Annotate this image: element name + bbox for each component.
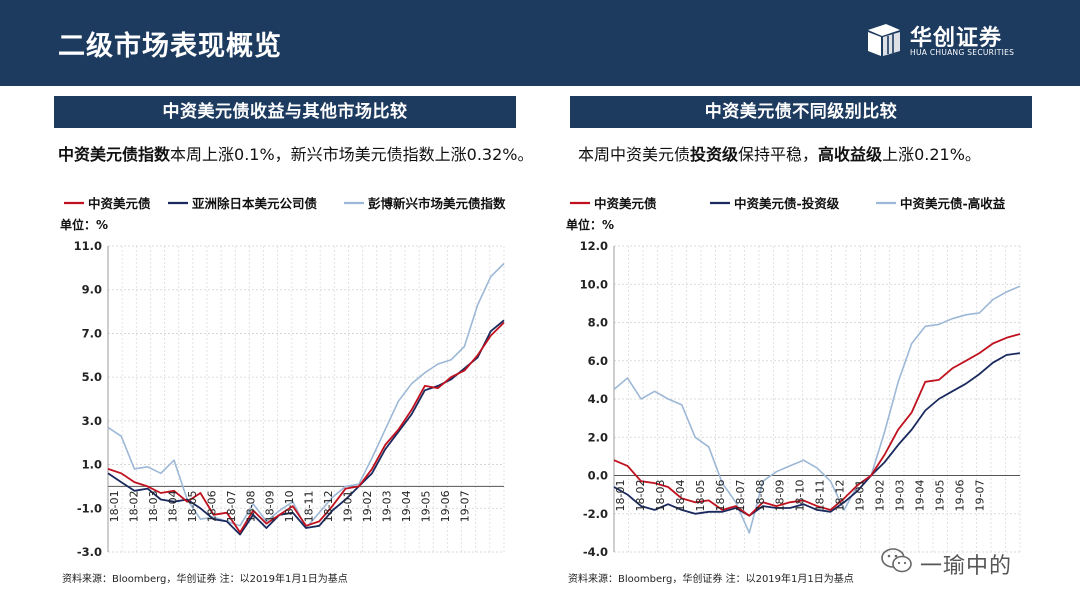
series-line-2 xyxy=(613,352,1021,517)
y-tick-label: 1.0 xyxy=(82,458,102,472)
y-tick-label: 0.0 xyxy=(588,469,608,483)
legend-label: 中资美元债 xyxy=(88,196,151,211)
x-tick-label: 19-02 xyxy=(874,480,887,512)
right-description: 本周中资美元债投资级保持平稳，高收益级上涨0.21%。 xyxy=(578,141,981,165)
x-tick-label: 18-02 xyxy=(634,480,647,512)
series-line-2 xyxy=(107,319,505,536)
right-desc-a: 本周中资美元债 xyxy=(578,145,691,164)
legend-item-2: 亚洲除日本美元公司债 xyxy=(168,196,318,211)
left-panel-title: 中资美元债收益与其他市场比较 xyxy=(54,96,516,128)
x-tick-label: 18-08 xyxy=(244,490,257,522)
y-tick-label: 11.0 xyxy=(74,239,102,253)
x-tick-label: 18-05 xyxy=(186,490,199,522)
x-tick-label: 19-01 xyxy=(854,480,867,512)
logo-name-cn: 华创证券 xyxy=(910,26,1003,51)
x-tick-label: 19-01 xyxy=(342,490,355,522)
unit-label: 单位：% xyxy=(566,217,614,232)
x-tick-label: 18-03 xyxy=(654,479,667,511)
series-line-1 xyxy=(107,321,505,534)
x-tick-label: 18-02 xyxy=(128,490,141,522)
right-desc-e: 上涨0.21%。 xyxy=(882,145,981,164)
legend-item-3: 中资美元债-高收益 xyxy=(876,196,1006,211)
y-tick-label: 4.0 xyxy=(588,392,608,406)
y-tick-label: -4.0 xyxy=(583,545,608,559)
x-tick-label: 19-02 xyxy=(361,490,374,522)
x-tick-label: 18-04 xyxy=(674,480,687,512)
logo-name-en: HUA CHUANG SECURITIES xyxy=(910,48,1015,57)
x-tick-label: 18-09 xyxy=(774,479,787,511)
x-tick-label: 18-03 xyxy=(147,490,160,522)
x-tick-label: 19-03 xyxy=(894,479,907,511)
y-tick-label: 12.0 xyxy=(580,239,608,253)
left-desc-bold: 中资美元债指数 xyxy=(58,145,171,164)
legend-item-1: 中资美元债 xyxy=(570,196,657,211)
page-title: 二级市场表现概览 xyxy=(58,31,282,62)
x-tick-label: 18-06 xyxy=(714,479,727,511)
x-tick-label: 18-06 xyxy=(205,490,218,522)
legend-item-1: 中资美元债 xyxy=(64,196,151,211)
x-tick-label: 18-05 xyxy=(694,480,707,512)
right-panel-title: 中资美元债不同级别比较 xyxy=(570,96,1032,128)
y-tick-label: 6.0 xyxy=(588,354,608,368)
x-tick-label: 18-07 xyxy=(225,490,238,522)
y-tick-label: 8.0 xyxy=(588,316,608,330)
legend-label: 中资美元债-投资级 xyxy=(734,196,840,211)
y-tick-label: 2.0 xyxy=(588,430,608,444)
watermark-text: 一瑜中的 xyxy=(920,554,1013,579)
x-tick-label: 18-04 xyxy=(166,490,179,522)
x-tick-label: 18-09 xyxy=(264,490,277,522)
x-tick-label: 18-01 xyxy=(108,490,121,522)
y-tick-label: -3.0 xyxy=(77,545,102,559)
series-line-3 xyxy=(613,285,1021,534)
x-tick-label: 19-06 xyxy=(439,490,452,522)
y-tick-label: 7.0 xyxy=(82,326,102,340)
legend-label: 中资美元债 xyxy=(594,196,657,211)
x-tick-label: 18-01 xyxy=(614,480,627,512)
x-tick-label: 19-03 xyxy=(381,490,394,522)
x-tick-label: 18-12 xyxy=(322,490,335,522)
x-tick-label: 19-05 xyxy=(934,480,947,512)
right-desc-c: 保持平稳， xyxy=(738,145,819,164)
x-tick-label: 18-11 xyxy=(814,480,827,512)
right-desc-d: 高收益级 xyxy=(818,145,883,164)
y-tick-label: 3.0 xyxy=(82,414,102,428)
legend-label: 亚洲除日本美元公司债 xyxy=(192,196,318,211)
wechat-icon xyxy=(881,548,912,573)
x-tick-label: 18-07 xyxy=(734,480,747,512)
x-tick-label: 18-10 xyxy=(794,480,807,512)
company-logo: 华创证券 HUA CHUANG SECURITIES xyxy=(864,20,1054,62)
x-tick-label: 19-04 xyxy=(400,490,413,522)
unit-label: 单位：% xyxy=(60,217,108,232)
x-tick-label: 18-12 xyxy=(834,479,847,511)
x-tick-label: 19-07 xyxy=(458,490,471,522)
x-tick-label: 18-10 xyxy=(283,490,296,522)
x-tick-label: 18-11 xyxy=(303,490,316,522)
legend-item-2: 中资美元债-投资级 xyxy=(710,196,840,211)
legend-label: 彭博新兴市场美元债指数 xyxy=(368,196,506,211)
header-bar: 二级市场表现概览 华创证券 HUA CHUANG SECURITIES xyxy=(0,0,1080,86)
y-tick-label: 10.0 xyxy=(580,277,608,291)
series-line-1 xyxy=(613,333,1021,517)
x-tick-label: 18-08 xyxy=(754,480,767,512)
right-desc-b: 投资级 xyxy=(690,145,739,164)
y-tick-label: 5.0 xyxy=(82,370,102,384)
y-tick-label: -2.0 xyxy=(583,507,608,521)
left-desc-rest: 本周上涨0.1%，新兴市场美元债指数上涨0.32%。 xyxy=(170,145,534,164)
legend-label: 中资美元债-高收益 xyxy=(900,196,1006,211)
logo-mark-icon xyxy=(868,24,900,56)
right-source-note: 资料来源：Bloomberg，华创证券 注：以2019年1月1日为基点 xyxy=(568,574,854,585)
x-tick-label: 19-06 xyxy=(953,479,966,511)
legend-item-3: 彭博新兴市场美元债指数 xyxy=(344,196,506,211)
x-tick-label: 19-07 xyxy=(973,480,986,512)
x-tick-label: 19-04 xyxy=(914,480,927,512)
y-tick-label: 9.0 xyxy=(82,283,102,297)
watermark: 一瑜中的 xyxy=(880,546,1070,580)
left-description: 中资美元债指数本周上涨0.1%，新兴市场美元债指数上涨0.32%。 xyxy=(58,141,534,165)
x-tick-label: 19-05 xyxy=(420,490,433,522)
left-source-note: 资料来源：Bloomberg，华创证券 注：以2019年1月1日为基点 xyxy=(62,574,348,585)
y-tick-label: -1.0 xyxy=(77,501,102,515)
